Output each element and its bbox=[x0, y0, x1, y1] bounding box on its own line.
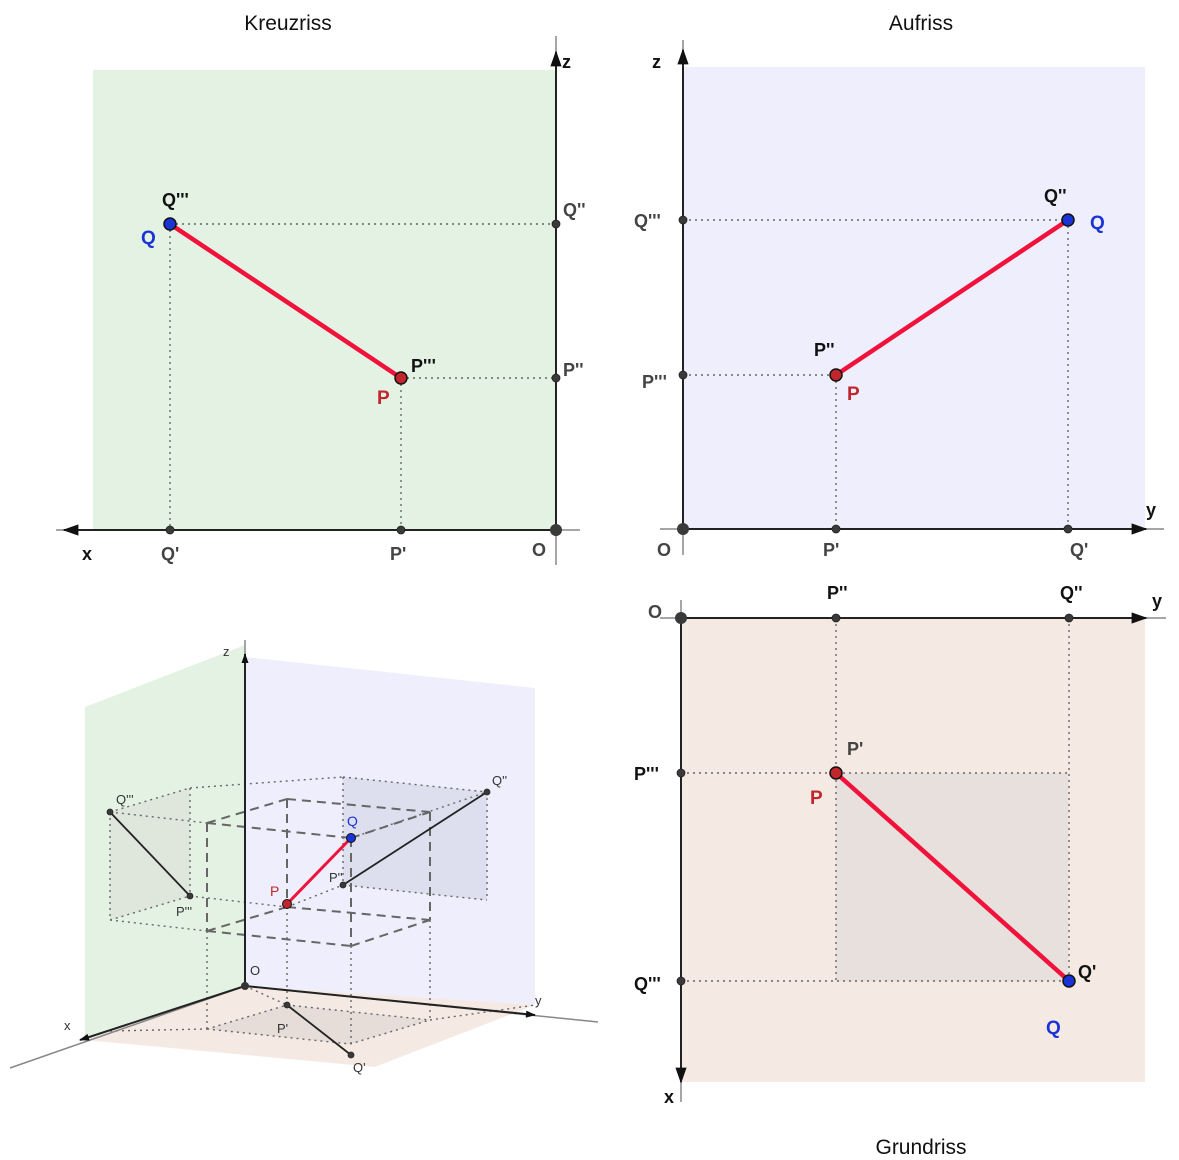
perspective-dashed-cuboid bbox=[206, 798, 431, 947]
kreuzriss-p-label: P bbox=[377, 388, 390, 409]
grundriss-x-label: x bbox=[664, 1087, 674, 1107]
aufriss-q3-label: Q''' bbox=[634, 211, 661, 231]
grundriss-p-label: P bbox=[810, 788, 823, 809]
perspective-p1-point bbox=[283, 1001, 291, 1009]
grundriss-q-label: Q bbox=[1046, 1018, 1061, 1039]
kreuzriss-q3-label: Q''' bbox=[162, 190, 189, 210]
grundriss-p-point bbox=[829, 766, 843, 780]
aufriss-title: Aufriss bbox=[889, 12, 953, 35]
perspective-view: z x y O Q''' P''' Q'' P'' P' Q' P Q bbox=[9, 640, 599, 1075]
perspective-y-axis bbox=[244, 985, 536, 1018]
aufriss-p3-point bbox=[678, 370, 688, 380]
aufriss-q1-label: Q' bbox=[1070, 540, 1088, 560]
grundriss-origin-label: O bbox=[648, 602, 662, 622]
kreuzriss-origin-point bbox=[550, 524, 562, 536]
grundriss-q-point bbox=[1062, 974, 1076, 988]
aufriss-p3-label: P''' bbox=[642, 372, 667, 392]
grundriss-segment-pq bbox=[833, 770, 1072, 984]
kreuzriss-p2-point bbox=[551, 373, 561, 383]
kreuzriss-q-point bbox=[163, 217, 177, 231]
grundriss-view: O y x P'' Q'' P''' Q''' P' P Q' Q Grundr… bbox=[634, 583, 1166, 1159]
kreuzriss-title: Kreuzriss bbox=[244, 12, 332, 35]
kreuzriss-segment-pq bbox=[167, 221, 404, 381]
aufriss-q2-label: Q'' bbox=[1044, 186, 1067, 206]
perspective-p1-label: P' bbox=[277, 1021, 288, 1036]
kreuzriss-plane bbox=[93, 70, 556, 530]
perspective-segment-pq bbox=[285, 836, 353, 906]
kreuzriss-p1-label: P' bbox=[390, 544, 406, 564]
perspective-origin-point bbox=[241, 982, 249, 990]
kreuzriss-q-label: Q bbox=[141, 228, 156, 249]
perspective-p-point bbox=[282, 899, 292, 909]
perspective-guides bbox=[109, 776, 536, 1045]
aufriss-y-label: y bbox=[1146, 500, 1156, 520]
aufriss-q1-point bbox=[1063, 524, 1073, 534]
kreuzriss-x-label: x bbox=[82, 544, 92, 564]
kreuzriss-p2-label: P'' bbox=[563, 360, 584, 380]
aufriss-z-label: z bbox=[652, 52, 661, 72]
perspective-p3-point bbox=[186, 892, 194, 900]
perspective-x-label: x bbox=[64, 1018, 71, 1033]
kreuzriss-q1-point bbox=[165, 525, 175, 535]
aufriss-origin-point bbox=[677, 523, 689, 535]
grundriss-p1-label: P' bbox=[847, 739, 863, 759]
perspective-q3-point bbox=[106, 808, 114, 816]
grundriss-p2-label: P'' bbox=[827, 583, 848, 603]
perspective-q2-label: Q'' bbox=[492, 773, 507, 788]
perspective-x-axis bbox=[79, 985, 246, 1041]
perspective-q1-point bbox=[347, 1051, 355, 1059]
perspective-origin-label: O bbox=[250, 963, 260, 978]
aufriss-p2-label: P'' bbox=[814, 340, 835, 360]
aufriss-p-point bbox=[829, 368, 843, 382]
perspective-p2-label: P'' bbox=[329, 870, 343, 885]
perspective-z-label: z bbox=[223, 644, 230, 659]
aufriss-p1-point bbox=[831, 524, 841, 534]
perspective-q-point bbox=[346, 833, 356, 843]
perspective-segment-kreuzriss bbox=[109, 811, 191, 897]
kreuzriss-p1-point bbox=[396, 525, 406, 535]
kreuzriss-p3-label: P''' bbox=[411, 356, 436, 376]
kreuzriss-q2-point bbox=[551, 219, 561, 229]
aufriss-p-label: P bbox=[847, 384, 860, 405]
perspective-y-label: y bbox=[535, 993, 542, 1008]
grundriss-q2-label: Q'' bbox=[1060, 583, 1083, 603]
aufriss-origin-label: O bbox=[657, 540, 671, 560]
grundriss-q2-point bbox=[1064, 613, 1074, 623]
perspective-p-label: P bbox=[270, 883, 279, 899]
perspective-p2-point bbox=[339, 881, 347, 889]
aufriss-q-point bbox=[1061, 213, 1075, 227]
grundriss-p3-label: P''' bbox=[634, 764, 659, 784]
kreuzriss-origin-label: O bbox=[532, 540, 546, 560]
kreuzriss-view: Kreuzriss z x O Q''' Q P''' P Q'' P'' Q'… bbox=[56, 12, 586, 565]
kreuzriss-q2-label: Q'' bbox=[563, 200, 586, 220]
perspective-segment-grundriss bbox=[286, 1004, 352, 1056]
aufriss-p1-label: P' bbox=[823, 540, 839, 560]
aufriss-segment-pq bbox=[833, 217, 1071, 378]
aufriss-q-label: Q bbox=[1090, 213, 1105, 234]
perspective-q2-point bbox=[483, 788, 491, 796]
aufriss-plane bbox=[683, 67, 1145, 529]
grundriss-y-label: y bbox=[1152, 591, 1162, 611]
kreuzriss-z-label: z bbox=[562, 52, 571, 72]
perspective-q3-label: Q''' bbox=[116, 792, 134, 807]
grundriss-q3-point bbox=[676, 976, 686, 986]
perspective-q1-label: Q' bbox=[353, 1060, 366, 1075]
grundriss-origin-point bbox=[675, 612, 687, 624]
kreuzriss-q1-label: Q' bbox=[161, 544, 179, 564]
grundriss-q3-label: Q''' bbox=[634, 974, 661, 994]
perspective-p3-label: P''' bbox=[176, 904, 192, 919]
perspective-q-label: Q bbox=[347, 813, 358, 829]
aufriss-q3-point bbox=[678, 215, 688, 225]
grundriss-q1-label: Q' bbox=[1078, 962, 1096, 982]
kreuzriss-p-point bbox=[394, 371, 408, 385]
aufriss-view: Aufriss z y O Q'' Q P'' P Q''' P''' P' Q… bbox=[634, 12, 1164, 560]
grundriss-title: Grundriss bbox=[875, 1136, 966, 1159]
grundriss-p3-point bbox=[676, 768, 686, 778]
perspective-segment-aufriss bbox=[342, 791, 488, 886]
grundriss-p2-point bbox=[831, 613, 841, 623]
